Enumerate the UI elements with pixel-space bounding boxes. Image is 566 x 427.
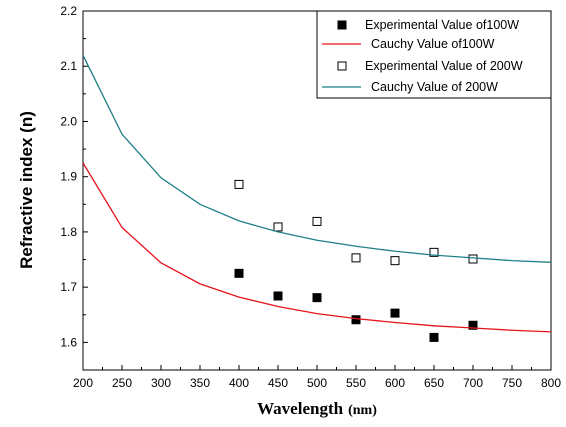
data-point-hollow [312, 216, 322, 226]
data-point-hollow [390, 256, 400, 266]
y-tick-label: 1.7 [60, 280, 77, 294]
x-tick-label: 700 [463, 376, 483, 390]
x-axis-unit: (nm) [348, 403, 377, 418]
legend-label: Cauchy Value of 200W [371, 80, 498, 94]
x-tick-label: 450 [268, 376, 288, 390]
x-axis-title-text: Wavelength [257, 399, 343, 418]
x-tick-label: 800 [541, 376, 561, 390]
y-tick-label: 1.6 [60, 335, 77, 349]
series-line-3 [82, 54, 552, 263]
data-point-hollow [351, 253, 361, 263]
x-tick-label: 400 [229, 376, 249, 390]
legend: Experimental Value of100W Cauchy Value of… [316, 10, 552, 99]
y-tick-label: 1.8 [60, 225, 77, 239]
y-tick-label: 2.2 [60, 4, 77, 18]
data-point-hollow [234, 179, 244, 189]
data-point-filled [312, 293, 322, 303]
x-tick-label: 650 [424, 376, 444, 390]
y-axis-ticks: 1.6 1.7 1.8 1.9 2.0 2.1 2.2 [60, 4, 88, 371]
series-line-1 [82, 162, 552, 333]
x-tick-label: 250 [112, 376, 132, 390]
data-point-hollow [273, 222, 283, 232]
series-layer [82, 54, 552, 342]
x-tick-label: 500 [307, 376, 327, 390]
y-tick-label: 2.1 [60, 59, 77, 73]
y-tick-label: 1.9 [60, 170, 77, 184]
legend-swatch-hollow [337, 61, 347, 71]
data-point-hollow [429, 247, 439, 257]
x-tick-label: 200 [73, 376, 93, 390]
legend-label: Cauchy Value of100W [371, 37, 495, 51]
data-point-hollow [468, 254, 478, 264]
legend-label: Experimental Value of 200W [365, 59, 523, 73]
y-axis-title: Refractive index (n) [17, 111, 36, 269]
data-point-filled [234, 268, 244, 278]
x-tick-label: 300 [151, 376, 171, 390]
data-point-filled [390, 308, 400, 318]
y-tick-label: 2.0 [60, 114, 77, 128]
x-tick-label: 750 [502, 376, 522, 390]
x-tick-label: 600 [385, 376, 405, 390]
x-axis-ticks: 200 250 300 350 400 450 500 550 600 650 700 750 800 [73, 365, 561, 390]
legend-box [316, 10, 552, 99]
data-point-filled [273, 291, 283, 301]
x-axis-title: Wavelength (nm) [257, 399, 377, 418]
data-point-filled [351, 315, 361, 325]
data-point-filled [468, 320, 478, 330]
x-tick-label: 550 [346, 376, 366, 390]
data-point-filled [429, 332, 439, 342]
legend-label: Experimental Value of100W [365, 18, 519, 32]
legend-swatch-filled [337, 20, 347, 30]
x-tick-label: 350 [190, 376, 210, 390]
